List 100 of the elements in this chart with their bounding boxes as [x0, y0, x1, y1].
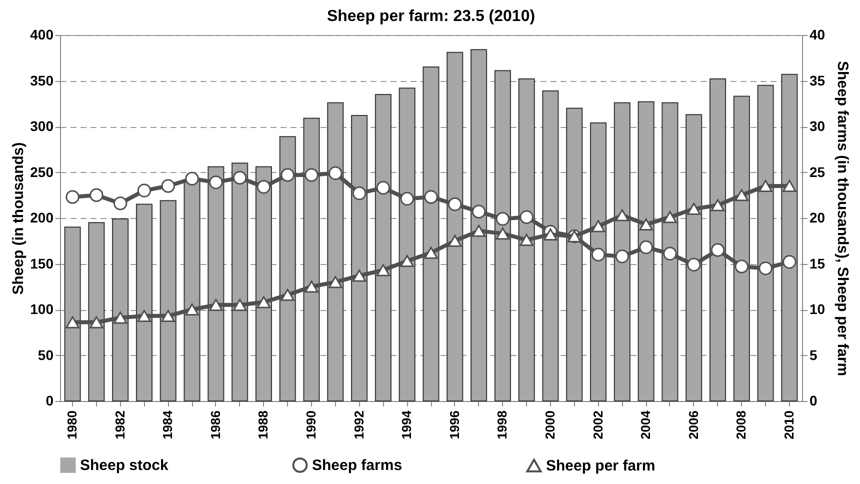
point [232, 170, 247, 185]
x-tick-label: 1982 [112, 410, 128, 440]
point [304, 168, 318, 182]
point [137, 184, 152, 198]
bar [590, 122, 607, 402]
bar [781, 74, 798, 402]
bar [542, 90, 559, 402]
point [209, 175, 223, 190]
x-tick-label: 1998 [494, 410, 510, 440]
x-tick-label: 1992 [351, 410, 366, 440]
point [734, 189, 749, 202]
bar [374, 94, 392, 402]
point [591, 248, 606, 262]
point [663, 211, 677, 224]
bar [398, 88, 416, 402]
point [520, 210, 534, 224]
x-tick-label: 1980 [64, 410, 80, 440]
point [639, 218, 653, 230]
point [376, 264, 390, 276]
point [782, 255, 796, 269]
point [400, 192, 414, 206]
point [639, 240, 653, 254]
y-tick-label: 250 [30, 164, 54, 180]
y-tick-label: 100 [30, 301, 54, 317]
bar [160, 200, 176, 402]
bar [614, 102, 630, 402]
point [185, 303, 199, 316]
y2-tick-label: 0 [810, 392, 818, 408]
point [686, 202, 701, 215]
point [448, 197, 462, 212]
bar [208, 166, 224, 402]
point [185, 172, 199, 186]
point [90, 316, 104, 328]
bar [470, 49, 488, 402]
y2-tick-label: 15 [810, 255, 826, 272]
point [424, 246, 438, 259]
chart-title: Sheep per farm: 23.5 (2010) [326, 8, 536, 25]
legend-label: Sheep stock [80, 457, 170, 474]
y-tick-label: 50 [38, 346, 54, 363]
point [544, 228, 558, 241]
x-tick-label: 1984 [160, 410, 176, 440]
point [352, 186, 366, 200]
bar [255, 166, 272, 402]
x-tick-label: 1996 [446, 410, 462, 440]
y-tick-label: 400 [30, 26, 54, 42]
x-tick-label: 2008 [734, 410, 749, 440]
point [424, 190, 438, 204]
point [448, 234, 462, 247]
point [209, 298, 223, 311]
x-tick-label: 1988 [256, 410, 271, 440]
bar [686, 114, 702, 402]
bar [638, 101, 654, 402]
point [758, 180, 772, 192]
y2-tick-label: 25 [810, 164, 826, 180]
x-tick-label: 1990 [304, 410, 319, 440]
y2-tick-label: 5 [810, 346, 818, 363]
bar [757, 84, 774, 402]
x-tick-label: 2000 [542, 410, 558, 440]
legend-label: Sheep per farm [546, 458, 656, 475]
x-tick-label: 1986 [208, 410, 223, 440]
x-tick-label: 2002 [590, 410, 606, 440]
bar [184, 180, 200, 402]
point [280, 288, 294, 301]
point [496, 228, 510, 240]
point [304, 280, 318, 293]
point [782, 180, 796, 192]
bar [494, 70, 511, 402]
point [328, 276, 342, 288]
point [161, 310, 176, 322]
point [352, 270, 366, 282]
point [686, 258, 701, 272]
point [66, 316, 80, 328]
bar [446, 52, 464, 402]
point [113, 312, 128, 324]
bar [303, 118, 320, 402]
y-tick-label: 150 [30, 255, 54, 272]
point [615, 250, 630, 264]
point [472, 224, 486, 237]
point [90, 188, 104, 202]
bar [518, 78, 535, 402]
point [472, 204, 486, 218]
point [710, 199, 725, 212]
point [113, 196, 128, 210]
bar [279, 136, 296, 402]
bar [709, 78, 726, 402]
y2-tick-label: 35 [810, 72, 826, 88]
bar [88, 222, 105, 402]
y2-tick-label: 30 [810, 118, 826, 134]
bar [64, 226, 81, 402]
point [758, 261, 772, 276]
y-tick-label: 300 [30, 118, 54, 134]
y2-tick-label: 20 [810, 210, 826, 226]
point [280, 168, 294, 182]
bar [136, 204, 153, 402]
point [376, 180, 390, 195]
x-tick-label: 2010 [781, 410, 796, 440]
y2-tick-label: 40 [810, 26, 826, 42]
bar [422, 66, 440, 402]
y-tick-label: 350 [30, 72, 54, 88]
y2-axis-title: Sheep farms (in thousands), Sheep per farm [834, 60, 852, 376]
